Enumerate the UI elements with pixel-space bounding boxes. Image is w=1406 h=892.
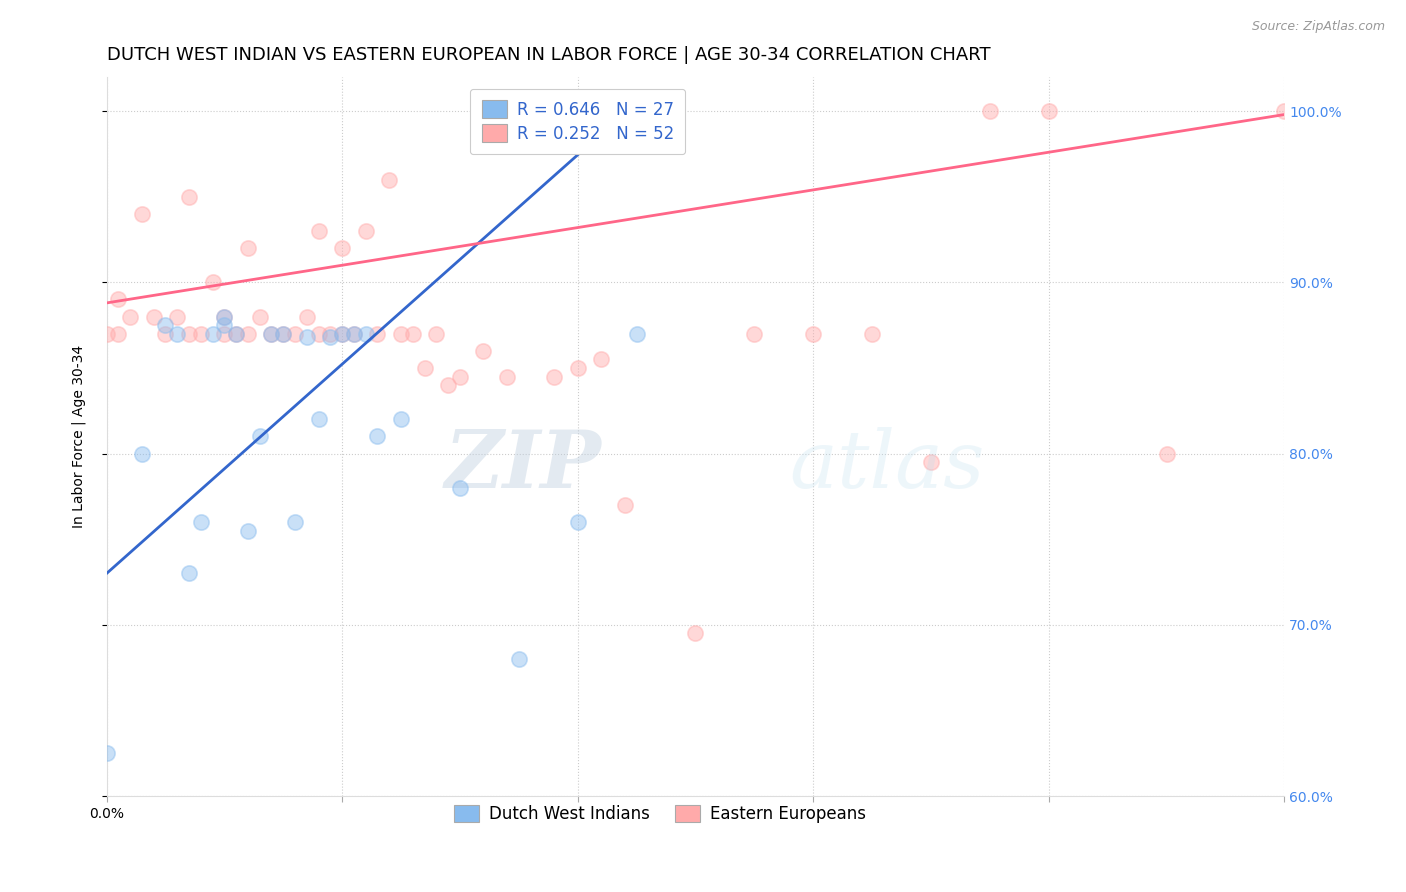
Point <box>496 369 519 384</box>
Point <box>131 207 153 221</box>
Point <box>1156 447 1178 461</box>
Point <box>319 326 342 341</box>
Point <box>591 352 613 367</box>
Point <box>402 326 425 341</box>
Point <box>366 429 388 443</box>
Point <box>107 326 129 341</box>
Point <box>613 498 636 512</box>
Point <box>685 626 707 640</box>
Point <box>284 326 307 341</box>
Point <box>389 326 412 341</box>
Text: ZIP: ZIP <box>444 426 602 504</box>
Y-axis label: In Labor Force | Age 30-34: In Labor Force | Age 30-34 <box>72 345 86 528</box>
Point <box>437 378 460 392</box>
Point <box>190 515 212 529</box>
Point <box>177 326 200 341</box>
Point <box>330 326 353 341</box>
Point <box>308 224 330 238</box>
Point <box>330 241 353 255</box>
Point <box>120 310 142 324</box>
Point <box>389 412 412 426</box>
Point <box>801 326 824 341</box>
Point <box>155 318 177 333</box>
Point <box>308 326 330 341</box>
Point <box>744 326 766 341</box>
Text: atlas: atlas <box>790 426 986 504</box>
Point <box>96 746 118 760</box>
Point <box>354 326 377 341</box>
Point <box>107 293 129 307</box>
Point <box>155 326 177 341</box>
Point <box>626 326 648 341</box>
Point <box>236 524 259 538</box>
Point <box>979 104 1001 119</box>
Point <box>177 190 200 204</box>
Point <box>214 310 236 324</box>
Point <box>260 326 283 341</box>
Point <box>214 318 236 333</box>
Point <box>177 566 200 581</box>
Point <box>190 326 212 341</box>
Point <box>225 326 247 341</box>
Point <box>236 326 259 341</box>
Point <box>166 310 188 324</box>
Point <box>201 276 224 290</box>
Point <box>449 481 471 495</box>
Point <box>366 326 388 341</box>
Point <box>271 326 294 341</box>
Point <box>225 326 247 341</box>
Point <box>236 241 259 255</box>
Point <box>295 330 318 344</box>
Point <box>860 326 883 341</box>
Point <box>96 326 118 341</box>
Point <box>214 310 236 324</box>
Point <box>920 455 942 469</box>
Point <box>567 361 589 376</box>
Point <box>271 326 294 341</box>
Point <box>166 326 188 341</box>
Point <box>260 326 283 341</box>
Point <box>308 412 330 426</box>
Point <box>249 310 271 324</box>
Point <box>449 369 471 384</box>
Point <box>330 326 353 341</box>
Point <box>425 326 447 341</box>
Point <box>319 330 342 344</box>
Text: Source: ZipAtlas.com: Source: ZipAtlas.com <box>1251 20 1385 33</box>
Point <box>142 310 165 324</box>
Point <box>1038 104 1060 119</box>
Point <box>567 515 589 529</box>
Point <box>201 326 224 341</box>
Point <box>295 310 318 324</box>
Point <box>1272 104 1295 119</box>
Point <box>378 172 401 186</box>
Point <box>508 652 530 666</box>
Point <box>543 369 565 384</box>
Point <box>354 224 377 238</box>
Point <box>214 326 236 341</box>
Point <box>343 326 366 341</box>
Legend: Dutch West Indians, Eastern Europeans: Dutch West Indians, Eastern Europeans <box>443 793 877 835</box>
Point <box>413 361 436 376</box>
Point <box>249 429 271 443</box>
Point <box>472 343 495 358</box>
Point <box>343 326 366 341</box>
Point <box>131 447 153 461</box>
Text: DUTCH WEST INDIAN VS EASTERN EUROPEAN IN LABOR FORCE | AGE 30-34 CORRELATION CHA: DUTCH WEST INDIAN VS EASTERN EUROPEAN IN… <box>107 46 990 64</box>
Point <box>284 515 307 529</box>
